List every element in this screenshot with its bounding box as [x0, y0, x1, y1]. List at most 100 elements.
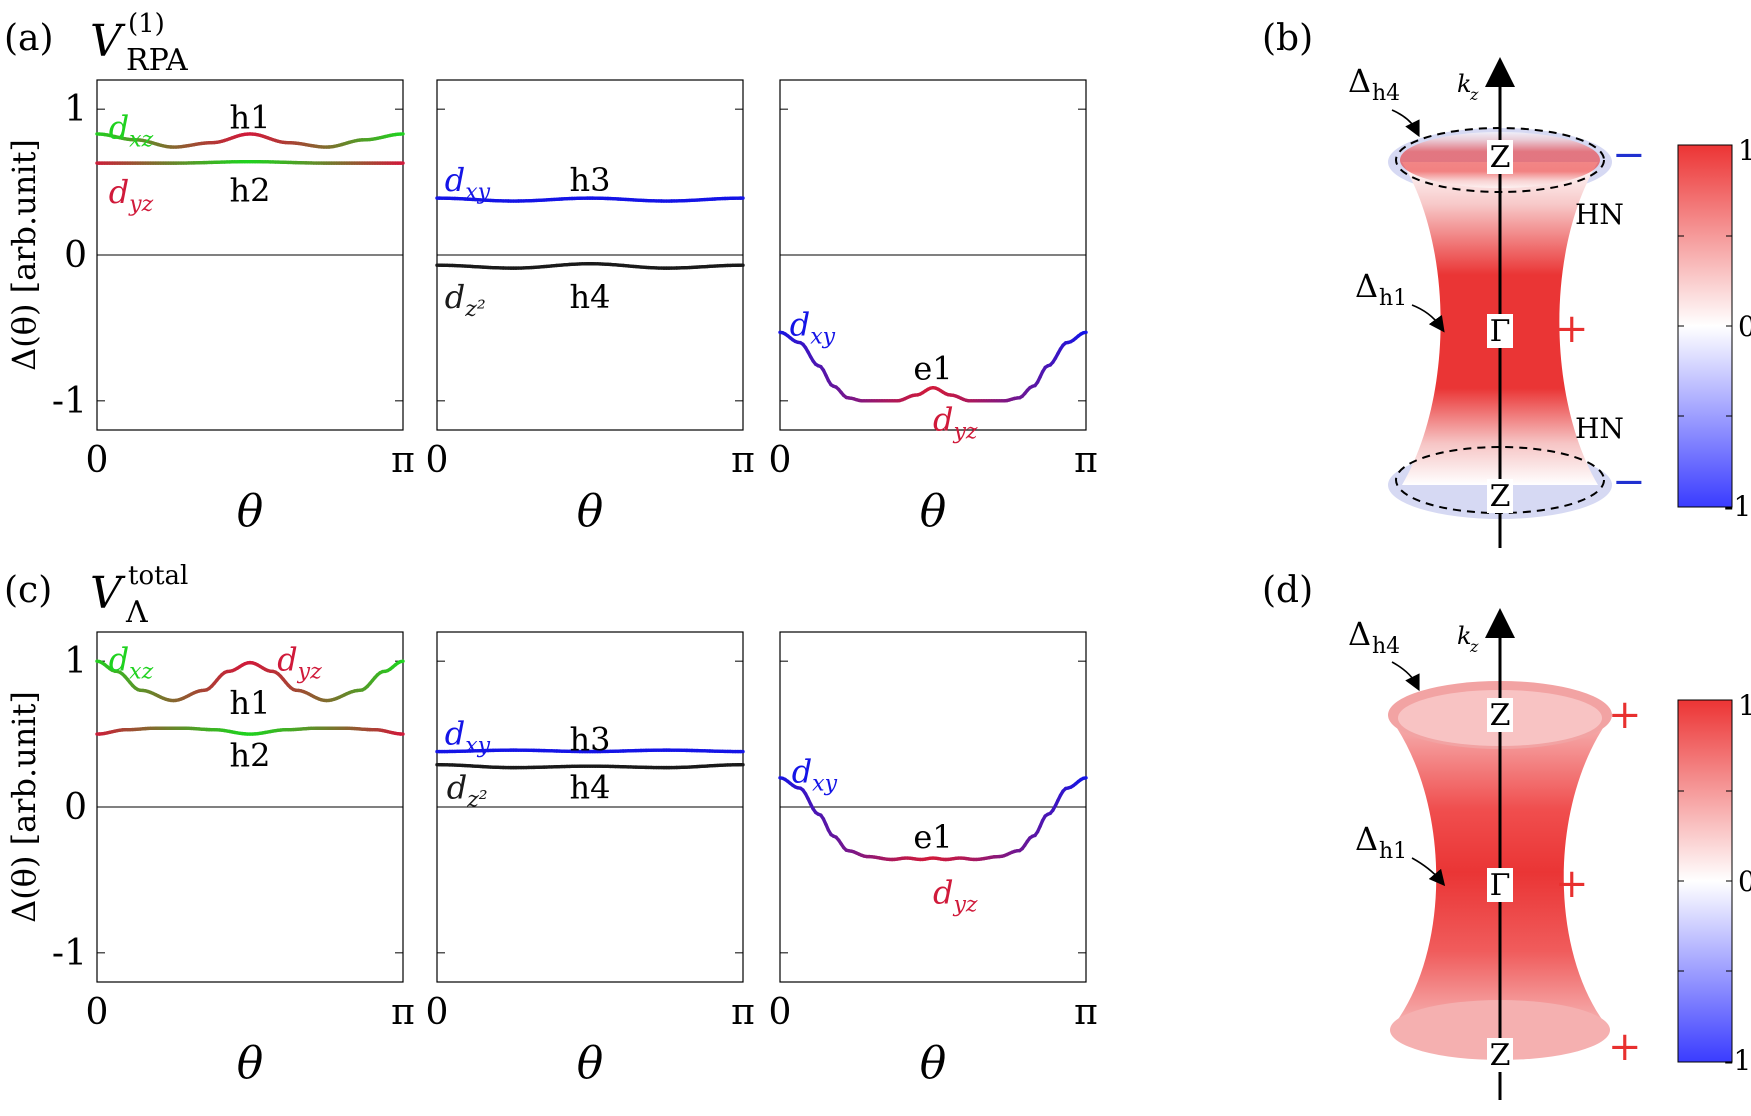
- fs-d-cbar-tick-top: 1: [1738, 689, 1751, 722]
- annotation: h3: [570, 720, 611, 758]
- x-tick-label: 0: [86, 440, 109, 481]
- annotation: h4: [570, 278, 611, 316]
- svg-text:h1: h1: [1379, 839, 1407, 864]
- series-h1: [95, 659, 405, 703]
- svg-text:k: k: [1457, 622, 1472, 650]
- y-axis-label: Δ(θ) [arb.unit]: [5, 691, 43, 923]
- annotation: dxz: [109, 109, 154, 153]
- fs-d-cbar-tick-mid: 0: [1738, 865, 1751, 898]
- annotation: h2: [230, 737, 271, 775]
- chart-a3: 0 π θ e1 dxy dyz: [769, 79, 1098, 537]
- annotation: dyz: [933, 874, 978, 918]
- series-h2: [95, 159, 405, 165]
- y-tick-label: 1: [64, 641, 87, 682]
- svg-text:z: z: [1469, 637, 1479, 656]
- annotation: dyz: [933, 400, 978, 444]
- annotation: e1: [913, 349, 952, 387]
- x-tick-label: 0: [426, 992, 449, 1033]
- fermi-surface-d: k z Z Γ Z Δ h4 Δ h1 + + + 1 0 -1: [1348, 608, 1751, 1100]
- fs-b-point-z-bottom: Z: [1490, 479, 1511, 514]
- row-title-bottom: V total Λ: [90, 561, 188, 630]
- annotation: h4: [570, 769, 611, 807]
- title-bottom-sub: Λ: [125, 595, 148, 630]
- fs-b-gamma-bg: [1487, 314, 1513, 348]
- annotation: h1: [230, 98, 271, 136]
- annotation: dyz: [109, 173, 154, 217]
- fs-d-delta-h4-arrow: [1391, 661, 1420, 692]
- title-top-sup: (1): [128, 9, 165, 39]
- x-axis-label: θ: [920, 1038, 947, 1089]
- svg-text:h4: h4: [1372, 81, 1400, 106]
- x-tick-label: π: [1074, 440, 1098, 481]
- fs-b-delta-h4-arrow: [1391, 109, 1420, 138]
- fs-d-z-bottom-bg: [1487, 1038, 1513, 1072]
- fs-d-sign-top: +: [1608, 692, 1642, 738]
- series-e1: [778, 330, 1088, 403]
- x-tick-label: π: [731, 440, 755, 481]
- fs-d-cbar-tick-bottom: -1: [1724, 1044, 1751, 1077]
- x-axis-label: θ: [237, 486, 264, 537]
- annotation: dz²: [447, 769, 488, 813]
- chart-c3: 0 π θ e1 dxy dyz: [769, 631, 1098, 1089]
- annotation: dxy: [792, 753, 838, 797]
- annotation: h2: [230, 171, 271, 209]
- title-bottom-sup: total: [128, 561, 188, 591]
- y-tick-label: -1: [52, 933, 87, 974]
- fs-d-sign-mid: +: [1555, 861, 1589, 907]
- y-tick-label: -1: [52, 381, 87, 422]
- x-tick-label: 0: [769, 992, 792, 1033]
- title-top-sub: RPA: [126, 43, 188, 78]
- chart-c1: -1 0 1 0 π θ Δ(θ) [arb.unit] h1 h2 dxz dyz: [5, 631, 415, 1089]
- fs-d-sign-bottom: +: [1608, 1024, 1642, 1070]
- series-h1: [95, 132, 405, 149]
- x-axis-label: θ: [237, 1038, 264, 1089]
- fs-b-sign-bottom: −: [1612, 459, 1646, 505]
- x-tick-label: π: [391, 992, 415, 1033]
- svg-text:k: k: [1457, 70, 1472, 98]
- series-h3: [435, 196, 745, 203]
- series-h2: [95, 726, 405, 736]
- panel-label-d: (d): [1262, 570, 1313, 611]
- title-top-main: V: [90, 16, 126, 67]
- fs-b-hn-top: HN: [1575, 198, 1624, 231]
- x-tick-label: 0: [769, 440, 792, 481]
- x-tick-label: π: [731, 992, 755, 1033]
- fs-b-delta-h4: Δ h4: [1348, 62, 1400, 106]
- fs-b-z-top-bg: [1487, 140, 1513, 174]
- fs-b-cbar-tick-bottom: -1: [1724, 490, 1751, 523]
- fs-b-point-gamma: Γ: [1490, 314, 1511, 349]
- title-bottom-main: V: [90, 568, 126, 619]
- x-tick-label: π: [391, 440, 415, 481]
- svg-text:h4: h4: [1372, 634, 1400, 659]
- series-h3: [435, 748, 745, 754]
- fs-d-colorbar: [1677, 699, 1733, 1063]
- x-axis-label: θ: [920, 486, 947, 537]
- fs-d-z-top-bg: [1487, 698, 1513, 732]
- fs-b-cbar-tick-mid: 0: [1738, 310, 1751, 343]
- y-axis-label: Δ(θ) [arb.unit]: [5, 139, 43, 371]
- fs-b-delta-h1-arrow: [1411, 304, 1445, 333]
- x-tick-label: π: [1074, 992, 1098, 1033]
- panel-label-b: (b): [1262, 18, 1313, 59]
- annotation: dxy: [445, 715, 491, 759]
- row-title-top: V (1) RPA: [90, 9, 188, 78]
- fs-d-kz-label: k z: [1457, 622, 1479, 656]
- annotation: e1: [913, 818, 952, 856]
- svg-text:Δ: Δ: [1355, 267, 1378, 305]
- annotation: dxz: [109, 640, 154, 684]
- fs-d-delta-h1-arrow: [1411, 857, 1446, 887]
- fs-d-point-z-top: Z: [1490, 698, 1511, 733]
- fs-b-kz-label: k z: [1457, 70, 1479, 104]
- y-tick-label: 1: [64, 89, 87, 130]
- y-tick-label: 0: [64, 787, 87, 828]
- x-axis-label: θ: [577, 1038, 604, 1089]
- fermi-surface-b: k z Z Γ Z Δ h4 Δ h1 HN HN − + − 1 0: [1348, 57, 1751, 548]
- fs-b-cbar-tick-top: 1: [1738, 134, 1751, 167]
- annotation: dz²: [445, 278, 486, 322]
- fs-b-colorbar: [1677, 144, 1733, 508]
- annotation: h1: [230, 684, 271, 722]
- y-tick-label: 0: [64, 235, 87, 276]
- annotation: dxy: [445, 161, 491, 205]
- panel-label-a: (a): [4, 18, 54, 59]
- x-axis-label: θ: [577, 486, 604, 537]
